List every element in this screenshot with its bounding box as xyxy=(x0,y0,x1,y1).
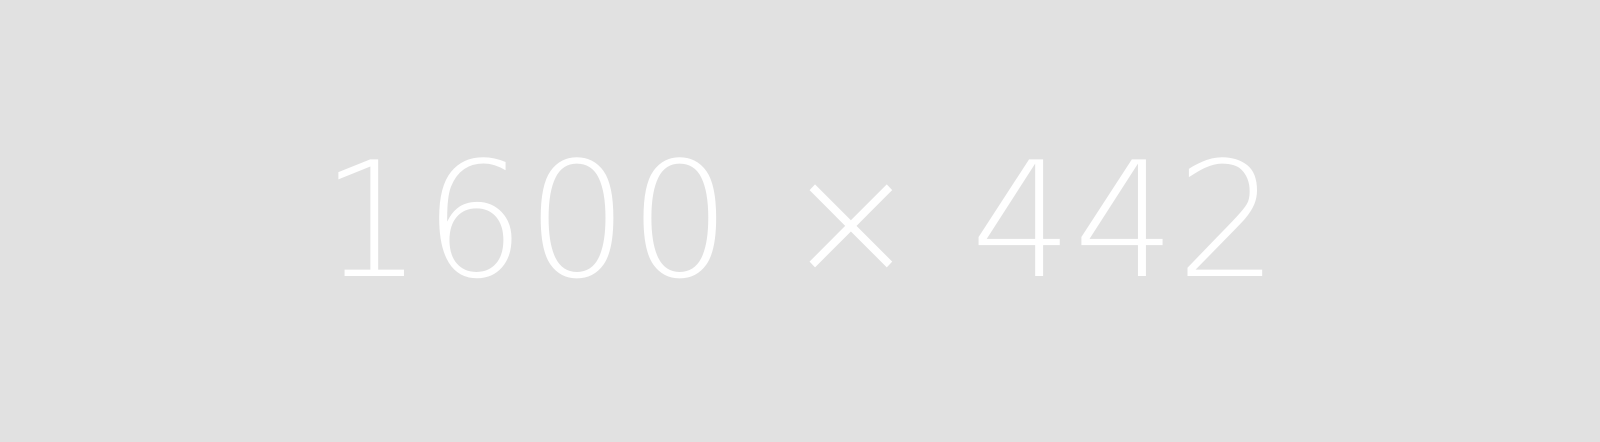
placeholder-image: 1600 × 442 xyxy=(320,127,1280,314)
dimension-label: 1600 × 442 xyxy=(320,127,1280,314)
